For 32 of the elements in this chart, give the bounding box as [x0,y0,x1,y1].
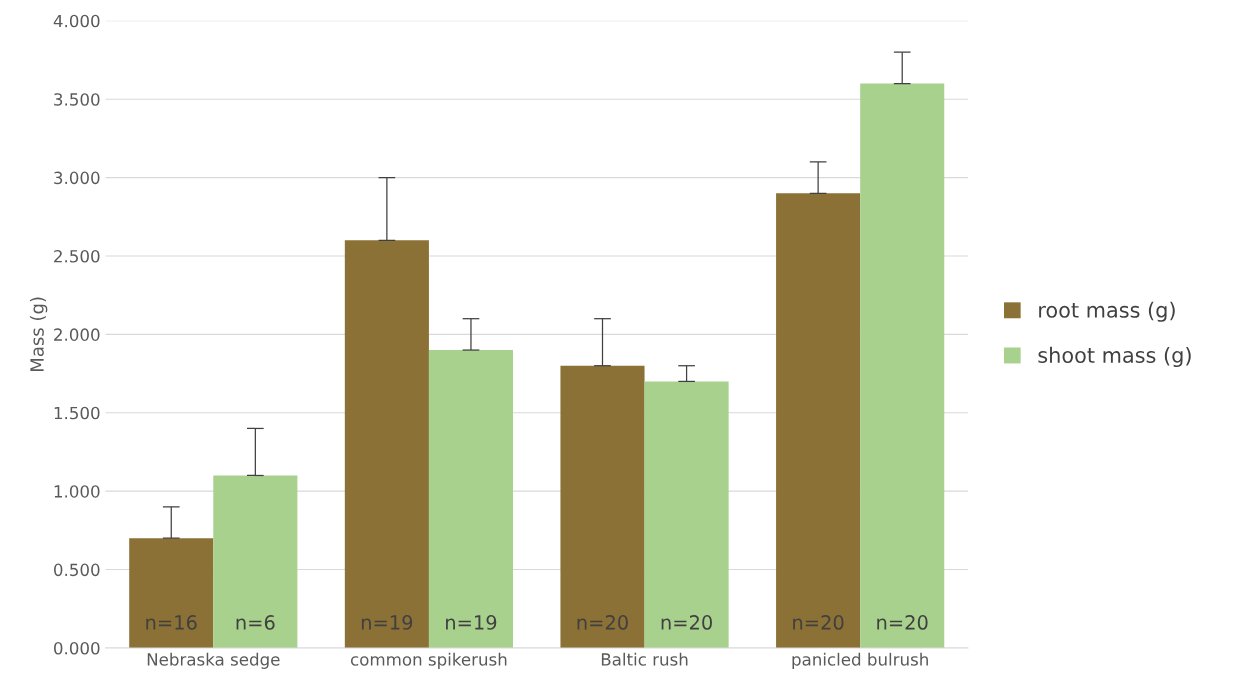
y-tick-label: 0.500 [54,563,100,577]
y-tick-label: 2.500 [54,249,100,263]
x-tick-label: Nebraska sedge [147,652,280,669]
annotation: n=20 [877,615,928,630]
annotation: n=20 [661,615,712,630]
annotation: n=19 [361,615,413,630]
x-tick-label: common spikerush [350,652,507,669]
annotation: n=6 [236,615,275,630]
annotation: n=19 [446,615,497,630]
x-tick-label: Baltic rush [601,652,688,666]
annotation: n=20 [577,615,628,630]
bar [776,193,861,648]
y-axis-title: Mass (g) [29,297,48,371]
y-tick-label: 2.000 [54,328,100,341]
legend-label: shoot mass (g) [1038,346,1191,368]
bar [213,475,298,648]
legend-label: root mass (g) [1039,301,1175,322]
y-tick-label: 0.000 [54,641,100,655]
x-tick-label: panicled bulrush [792,652,928,669]
annotation: n=20 [793,615,844,630]
annotation: n=16 [146,615,197,630]
y-tick-label: 1.000 [54,485,100,498]
y-tick-label: 3.000 [54,171,100,185]
bar [560,365,645,648]
bar [860,83,945,648]
bar [129,538,214,648]
bar [428,350,514,648]
y-tick-label: 4.000 [53,14,100,28]
y-tick-label: 1.500 [54,406,100,420]
bar [344,240,429,648]
bar [644,381,729,648]
y-tick-label: 3.500 [54,93,100,106]
